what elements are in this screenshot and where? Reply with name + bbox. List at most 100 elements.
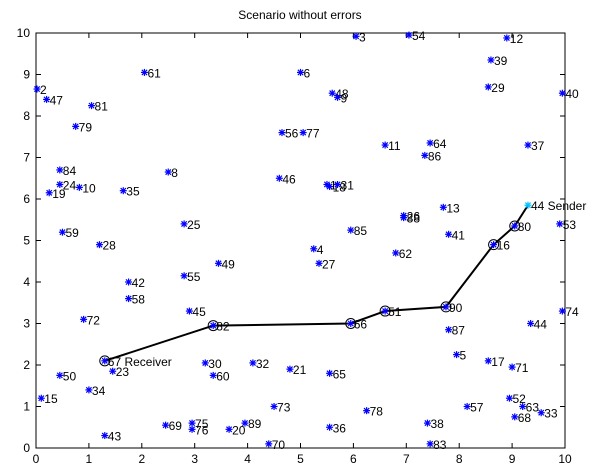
- node-point: 33: [537, 407, 558, 421]
- node-point: 38: [423, 417, 444, 431]
- node-point: 37: [524, 139, 545, 153]
- node-point: 28: [95, 239, 116, 253]
- node-point: 90: [442, 301, 463, 315]
- node-label: 11: [388, 139, 401, 153]
- node-marker-stroke: [125, 295, 132, 302]
- node-point: 27: [315, 257, 336, 271]
- node-point: 1: [323, 178, 337, 192]
- node-point: 34: [85, 384, 106, 398]
- node-label: 19: [52, 187, 66, 201]
- node-marker-stroke: [241, 420, 249, 427]
- node-point: 85: [347, 224, 367, 238]
- node-label: 41: [452, 228, 466, 242]
- node-point: 43: [101, 430, 121, 444]
- node-marker-stroke: [427, 440, 434, 447]
- node-point: 62: [392, 247, 412, 261]
- node-marker-stroke: [202, 359, 209, 366]
- node-label: 2: [40, 83, 47, 97]
- node-label: 31: [341, 178, 355, 192]
- node-label: 47: [50, 93, 64, 107]
- node-point: 17: [484, 355, 505, 369]
- node-marker-stroke: [464, 403, 471, 410]
- node-label: 57: [470, 401, 484, 415]
- node-label: 3: [359, 30, 366, 44]
- node-label: 73: [277, 401, 291, 415]
- node-marker-stroke: [189, 426, 196, 433]
- node-point: 47: [43, 93, 63, 107]
- node-label: 20: [232, 423, 246, 437]
- x-tick-label: 6: [350, 452, 357, 466]
- node-point: 87: [445, 324, 465, 338]
- node-point: 60: [209, 369, 230, 383]
- node-marker-stroke: [297, 69, 304, 76]
- plot-area-frame: [35, 32, 566, 449]
- node-label: 35: [126, 185, 140, 199]
- node-label: 40: [565, 87, 579, 101]
- node-marker-stroke: [286, 366, 293, 373]
- x-tick-label: 8: [456, 452, 463, 466]
- node-label: 29: [491, 81, 505, 95]
- node-marker-stroke: [34, 85, 41, 93]
- node-label: 60: [216, 369, 230, 383]
- node-label: 5: [460, 349, 467, 363]
- node-point: 55: [180, 270, 201, 284]
- node-point: 64: [426, 137, 447, 151]
- node-label: 6: [304, 66, 311, 80]
- node-label: 82: [216, 320, 230, 334]
- node-point: 58: [125, 293, 145, 307]
- node-label: 80: [518, 220, 532, 234]
- node-marker-stroke: [38, 395, 45, 402]
- node-label: 70: [272, 438, 286, 452]
- node-marker-stroke: [382, 308, 389, 315]
- node-point: 51: [381, 305, 402, 319]
- node-point: 23: [109, 365, 129, 379]
- node-point: 41: [445, 228, 465, 242]
- node-point: 11: [381, 139, 401, 153]
- node-point: 61: [140, 66, 161, 80]
- sender-label: 44 Sender: [531, 199, 586, 213]
- node-marker-stroke: [165, 168, 172, 176]
- node-point: 16: [490, 239, 510, 253]
- node-marker-stroke: [347, 320, 354, 327]
- node-marker-stroke: [334, 181, 341, 188]
- node-marker-stroke: [56, 372, 63, 379]
- node-marker-stroke: [109, 368, 116, 375]
- node-label: 90: [449, 301, 463, 315]
- y-tick-label: 3: [23, 317, 30, 331]
- node-label: 69: [169, 419, 183, 433]
- node-marker-stroke: [326, 370, 333, 377]
- node-label: 83: [433, 438, 447, 452]
- node-marker-stroke: [559, 308, 566, 315]
- node-point: 73: [270, 401, 291, 415]
- node-label: 8: [171, 166, 178, 180]
- node-label: 76: [195, 423, 209, 437]
- node-label: 81: [95, 100, 109, 114]
- node-label: 55: [187, 270, 201, 284]
- node-point: 59: [58, 226, 79, 240]
- chart-title: Scenario without errors: [238, 8, 361, 22]
- node-label: 17: [491, 355, 505, 369]
- route-hop-marker: [509, 220, 521, 232]
- node-point: 56: [278, 127, 299, 141]
- node-marker-stroke: [85, 386, 92, 393]
- y-tick-label: 8: [23, 109, 30, 123]
- route-hop-marker: [379, 305, 391, 317]
- node-point: 75: [188, 417, 209, 431]
- node-marker-stroke: [76, 184, 83, 191]
- node-label: 78: [370, 405, 384, 419]
- node-marker-stroke: [485, 83, 492, 90]
- node-point: 81: [88, 100, 108, 114]
- node-point: 66: [347, 318, 367, 332]
- node-marker-stroke: [524, 202, 532, 209]
- node-marker-stroke: [421, 152, 428, 159]
- node-label: 26: [407, 210, 421, 224]
- node-point: 15: [37, 392, 58, 406]
- node-label: 68: [518, 411, 532, 425]
- node-label: 37: [531, 139, 545, 153]
- route-hop-marker: [488, 239, 500, 251]
- node-label: 58: [132, 293, 146, 307]
- node-point: 54: [405, 29, 426, 43]
- node-label: 49: [222, 257, 236, 271]
